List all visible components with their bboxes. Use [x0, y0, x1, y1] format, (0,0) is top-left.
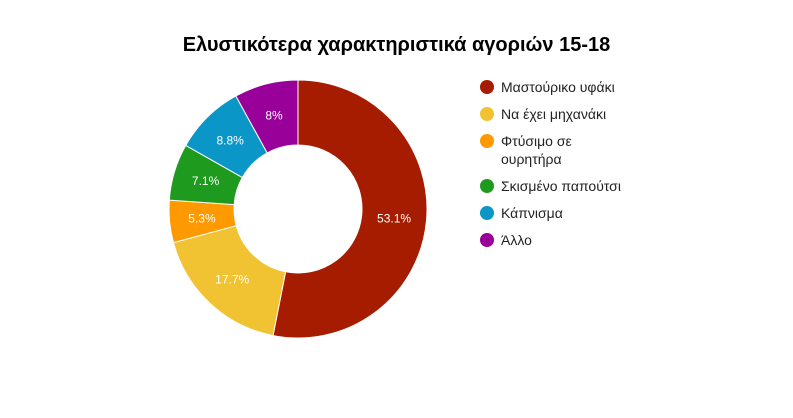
- legend-label-3: Φτύσιμο σε ουρητήρα: [501, 133, 572, 167]
- slice-label-4: 7.1%: [192, 174, 220, 188]
- slice-label-3: 5.3%: [188, 211, 216, 225]
- legend-item-6: Άλλο: [480, 231, 780, 249]
- slice-label-6: 8%: [265, 109, 283, 123]
- legend-label-1: Μαστούρικο υφάκι: [501, 79, 615, 95]
- chart-title: Ελυστικότερα χαρακτηριστικά αγοριών 15-1…: [182, 34, 611, 56]
- slice-6: [235, 79, 299, 154]
- slice-1: [272, 79, 428, 339]
- legend-swatch-3: [480, 134, 494, 148]
- legend-label-5: Κάπνισμα: [501, 205, 563, 221]
- legend-label-6: Άλλο: [501, 232, 532, 248]
- legend-swatch-1: [480, 80, 494, 94]
- legend-swatch-2: [480, 107, 494, 121]
- legend-swatch-5: [480, 206, 494, 220]
- legend-item-5: Κάπνισμα: [480, 204, 780, 222]
- slices-group: [168, 79, 428, 339]
- legend-swatch-4: [480, 179, 494, 193]
- legend-label-2: Να έχει μηχανάκι: [501, 106, 607, 122]
- legend-label-4: Σκισμένο παπούτσι: [501, 178, 621, 194]
- slice-labels-group: 53.1% 17.7% 5.3% 7.1% 8.8% 8%: [188, 109, 411, 287]
- slice-label-2: 17.7%: [215, 273, 249, 287]
- slice-label-1: 53.1%: [377, 211, 411, 225]
- legend-item-3: Φτύσιμο σε ουρητήρα: [480, 132, 780, 168]
- legend: Μαστούρικο υφάκι Να έχει μηχανάκι Φτύσιμο …: [480, 78, 780, 258]
- legend-swatch-6: [480, 233, 494, 247]
- legend-item-1: Μαστούρικο υφάκι: [480, 78, 780, 96]
- legend-item-4: Σκισμένο παπούτσι: [480, 177, 780, 195]
- legend-item-2: Να έχει μηχανάκι: [480, 105, 780, 123]
- slice-2: [172, 225, 287, 337]
- slice-label-5: 8.8%: [217, 133, 245, 147]
